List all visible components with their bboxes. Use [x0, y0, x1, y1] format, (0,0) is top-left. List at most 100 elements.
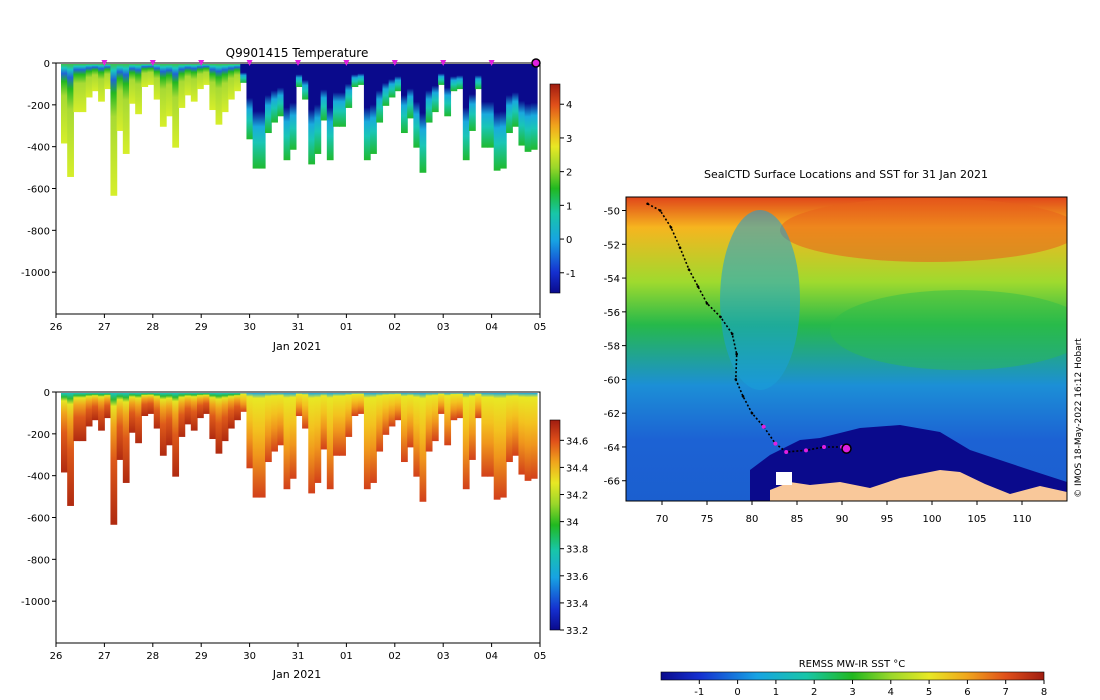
temp-y-tick-label-3: -600: [27, 185, 50, 196]
profile-bar-75: [524, 64, 532, 152]
profile-bar-51: [376, 393, 384, 452]
profile-bar-40: [308, 64, 316, 165]
temp-marker-3: [246, 60, 253, 66]
temp-y-tick-label-5: -1000: [21, 268, 50, 279]
profile-bar-28: [234, 393, 241, 421]
profile-bar-20: [184, 64, 192, 96]
temp-y-tick-label-0: 0: [44, 59, 50, 70]
profile-bar-17: [166, 393, 173, 446]
profile-bar-3: [79, 64, 87, 113]
profile-bar-13: [141, 393, 149, 417]
sst-cb-label-5: 4: [888, 687, 894, 698]
sal-x-tick-label-3: 29: [195, 651, 208, 662]
temp-chart-title: Q9901415 Temperature: [226, 46, 369, 60]
sal-cb-label-6: 33.4: [566, 599, 588, 610]
map-track-dot-3: [678, 246, 682, 249]
sal-cb-label-1: 34.4: [566, 463, 588, 474]
sal-y-tick-label-5: -1000: [21, 597, 50, 608]
profile-bar-7: [104, 64, 112, 90]
profile-bar-63: [450, 393, 458, 421]
profile-bar-50: [370, 64, 377, 154]
map-y-label-5: -60: [604, 375, 620, 386]
temp-x-tick-label-6: 01: [340, 322, 353, 333]
temp-colorbar-bar: [549, 83, 561, 294]
temp-cb-label-3: 1: [566, 201, 572, 212]
profile-bar-39: [302, 393, 309, 429]
profile-bar-35: [277, 393, 285, 446]
map-y-label-0: -50: [604, 207, 620, 218]
profile-bar-45: [339, 64, 346, 127]
profile-bar-56: [407, 393, 414, 448]
sal-x-axis: 26 27 28 29 30 31 01 02 03 04 05: [50, 643, 546, 662]
map-track-dot-17: [822, 444, 826, 449]
map-x-axis: 70 75 80 85 90 95 100 105 110: [656, 501, 1032, 525]
profile-bar-14: [147, 393, 155, 414]
profile-bar-76: [530, 393, 538, 479]
profile-bar-25: [215, 393, 223, 454]
sal-x-label: Jan 2021: [272, 668, 321, 681]
profile-bar-57: [413, 393, 421, 477]
profile-bar-32: [258, 64, 266, 169]
profile-bar-9: [116, 64, 124, 131]
profile-bar-11: [129, 64, 136, 104]
profile-bar-68: [481, 64, 489, 148]
sal-y-tick-label-1: -200: [27, 430, 50, 441]
map-track-dot-8: [730, 332, 734, 336]
temp-x-tick-label-8: 03: [437, 322, 450, 333]
temp-x-tick-label-9: 04: [485, 322, 498, 333]
profile-bar-26: [221, 64, 229, 113]
map-warm-patch: [780, 198, 1067, 262]
map-island-shelf: [776, 472, 792, 485]
temp-marker-0: [101, 60, 108, 66]
profile-bar-4: [85, 393, 93, 427]
profile-bar-65: [462, 64, 470, 161]
profile-bar-28: [234, 64, 241, 92]
profile-bar-41: [314, 64, 322, 154]
profile-bar-64: [456, 64, 464, 90]
profile-bar-57: [413, 64, 421, 148]
profile-bar-34: [271, 64, 278, 123]
temp-marker-6: [391, 60, 398, 66]
profile-bar-29: [240, 393, 248, 412]
sst-cb-label-4: 3: [849, 687, 855, 698]
profile-bar-52: [382, 393, 390, 435]
profile-bar-44: [333, 64, 340, 127]
profile-bar-52: [382, 64, 390, 106]
temp-y-tick-label-4: -800: [27, 226, 50, 237]
profile-bar-41: [314, 393, 322, 483]
profile-bar-18: [172, 393, 180, 477]
map-track-dot-15: [784, 450, 789, 455]
profile-bar-10: [122, 393, 130, 483]
temp-x-tick-label-1: 27: [98, 322, 111, 333]
sal-x-tick-label-4: 30: [243, 651, 256, 662]
map-track-dots: [646, 202, 844, 455]
temp-y-tick-label-2: -400: [27, 143, 50, 154]
temp-profile-markers: [101, 58, 541, 68]
profile-bar-3: [79, 393, 87, 442]
profile-bar-49: [363, 393, 371, 490]
temp-cb-label-4: 0: [566, 235, 572, 246]
profile-bar-17: [166, 64, 173, 117]
profile-bar-60: [431, 393, 439, 442]
map-title: SealCTD Surface Locations and SST for 31…: [704, 168, 988, 181]
profile-bar-1: [67, 393, 74, 506]
map-track-dot-1: [658, 209, 662, 212]
sal-x-tick-label-5: 31: [292, 651, 305, 662]
profile-bar-2: [73, 64, 81, 113]
map-y-label-8: -66: [604, 477, 620, 488]
profile-bar-53: [388, 64, 396, 98]
profile-bar-23: [203, 64, 210, 85]
profile-bar-30: [246, 393, 254, 469]
map-x-label-7: 105: [967, 514, 986, 525]
profile-bar-45: [339, 393, 346, 456]
map-x-label-2: 80: [746, 514, 759, 525]
profile-bar-71: [499, 393, 507, 498]
profile-bar-67: [475, 64, 482, 90]
sal-colorbar-bar: [549, 419, 561, 631]
map-track-dot-9: [735, 352, 738, 356]
map-cool-tongue: [720, 210, 800, 390]
map-y-label-3: -56: [604, 308, 620, 319]
map-track-dot-10: [734, 378, 738, 381]
sal-cb-label-4: 33.8: [566, 545, 588, 556]
profile-bar-46: [345, 64, 353, 108]
